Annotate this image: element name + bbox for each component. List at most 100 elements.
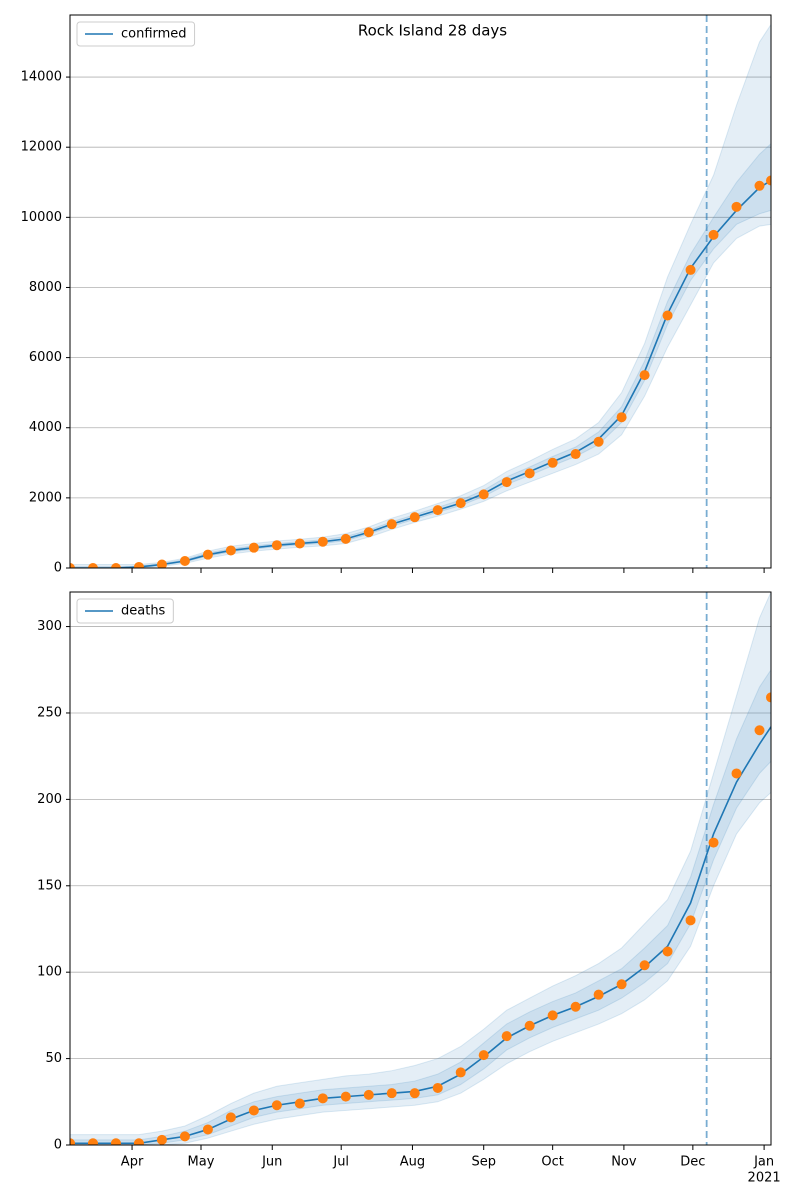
observed-point: [133, 1138, 144, 1145]
observed-point: [708, 837, 719, 848]
observed-point: [547, 1010, 558, 1021]
observed-point: [133, 561, 144, 568]
y-tick-label: 0: [54, 561, 62, 576]
y-tick-label: 200: [37, 792, 62, 807]
y-tick-label: 6000: [29, 350, 62, 365]
legend-box: [76, 21, 196, 47]
observed-point: [685, 264, 696, 275]
legend-label: confirmed: [121, 27, 187, 42]
observed-point: [179, 1131, 190, 1142]
observed-point: [501, 477, 512, 488]
x-tick-label: Nov: [611, 1155, 637, 1170]
observed-point: [110, 563, 121, 568]
observed-point: [662, 946, 673, 957]
observed-point: [156, 1134, 167, 1145]
uncertainty-band: [70, 23, 771, 568]
uncertainty-band: [70, 592, 771, 1145]
observed-point: [294, 1098, 305, 1109]
observed-point: [455, 1067, 466, 1078]
legend-box: [76, 598, 174, 624]
observed-point: [202, 549, 213, 560]
x-tick-label: Jan: [753, 1155, 774, 1170]
observed-point: [87, 1138, 98, 1145]
y-tick-label: 4000: [29, 420, 62, 435]
observed-point: [225, 545, 236, 556]
x-tick-label: Apr: [121, 1155, 144, 1170]
observed-point: [363, 1089, 374, 1100]
x-tick-label: May: [188, 1155, 215, 1170]
observed-point: [386, 519, 397, 530]
observed-point: [363, 527, 374, 538]
y-tick-label: 12000: [21, 140, 62, 155]
observed-point: [616, 412, 627, 423]
observed-point: [616, 979, 627, 990]
observed-point: [754, 180, 765, 191]
observed-point: [570, 1001, 581, 1012]
observed-point: [179, 555, 190, 566]
y-tick-label: 150: [37, 878, 62, 893]
y-tick-label: 250: [37, 705, 62, 720]
observed-point: [317, 1093, 328, 1104]
observed-point: [225, 1112, 236, 1123]
legend-label: deaths: [121, 604, 166, 619]
observed-point: [478, 489, 489, 500]
observed-point: [524, 1020, 535, 1031]
uncertainty-band: [70, 143, 771, 568]
x-tick-label: Oct: [541, 1155, 563, 1170]
observed-point: [317, 536, 328, 547]
observed-point: [731, 201, 742, 212]
observed-point: [570, 449, 581, 460]
observed-point: [70, 1138, 75, 1145]
x-tick-label: Dec: [680, 1155, 705, 1170]
observed-point: [685, 915, 696, 926]
observed-point: [524, 468, 535, 479]
observed-point: [294, 538, 305, 549]
y-tick-label: 10000: [21, 210, 62, 225]
x-tick-label: Jul: [332, 1155, 349, 1170]
observed-point: [87, 563, 98, 568]
plot-area: [70, 592, 771, 1145]
y-tick-label: 8000: [29, 280, 62, 295]
y-tick-label: 300: [37, 619, 62, 634]
observed-point: [501, 1031, 512, 1042]
observed-point: [708, 229, 719, 240]
observed-point: [662, 310, 673, 321]
observed-point: [593, 989, 604, 1000]
observed-point: [766, 175, 771, 186]
y-tick-label: 0: [54, 1138, 62, 1153]
observed-point: [340, 1091, 351, 1102]
observed-point: [409, 1088, 420, 1099]
observed-point: [248, 542, 259, 553]
x-tick-sublabel: 2021: [748, 1171, 781, 1186]
x-tick-label: Aug: [400, 1155, 425, 1170]
observed-point: [156, 559, 167, 568]
observed-point: [455, 498, 466, 509]
axes-frame: [69, 591, 772, 1146]
observed-point: [478, 1050, 489, 1061]
observed-point: [639, 370, 650, 381]
y-tick-label: 2000: [29, 490, 62, 505]
x-tick-label: Jun: [261, 1155, 282, 1170]
observed-point: [248, 1105, 259, 1116]
observed-point: [271, 540, 282, 551]
x-tick-label: Sep: [471, 1155, 496, 1170]
observed-point: [432, 1082, 443, 1093]
observed-point: [432, 505, 443, 516]
y-tick-label: 14000: [21, 70, 62, 85]
observed-point: [731, 768, 742, 779]
observed-point: [340, 533, 351, 544]
observed-point: [70, 563, 75, 568]
plot-area: [70, 15, 771, 568]
observed-point: [271, 1100, 282, 1111]
chart-title: Rock Island 28 days: [358, 22, 507, 40]
observed-point: [593, 436, 604, 447]
observed-point: [110, 1138, 121, 1145]
y-tick-label: 50: [45, 1051, 62, 1066]
observed-point: [202, 1124, 213, 1135]
uncertainty-band: [70, 668, 771, 1145]
observed-point: [639, 960, 650, 971]
axes-frame: [69, 14, 772, 569]
observed-point: [766, 692, 771, 703]
observed-point: [386, 1088, 397, 1099]
